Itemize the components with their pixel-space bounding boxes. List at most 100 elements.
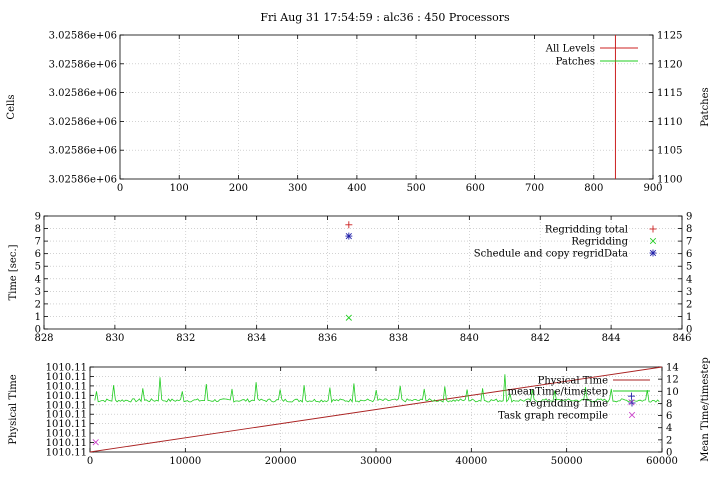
bottom-y2tick-label: 4 (666, 423, 672, 434)
chart-title: Fri Aug 31 17:54:59 : alc36 : 450 Proces… (260, 11, 510, 24)
middle-point-regridding (345, 314, 352, 321)
top-xtick-label: 200 (229, 183, 248, 194)
middle-y2tick-label: 7 (686, 237, 692, 248)
top-ytick-label: 3.02586e+06 (49, 117, 117, 128)
middle-legend-1-label: Regridding (571, 237, 628, 248)
middle-ytick-label: 0 (35, 325, 41, 336)
bottom-legend-physical-time-label: Physical Time (538, 376, 608, 387)
middle-legend-0-label: Regridding total (545, 225, 628, 236)
bottom-ylabel: Physical Time (8, 374, 19, 444)
middle-ytick-label: 6 (35, 249, 41, 260)
top-legend-all-levels-label: All Levels (545, 44, 595, 55)
bottom-ytick-label: 1010.11 (46, 438, 87, 449)
middle-xtick-label: 846 (672, 333, 691, 344)
middle-y2tick-label: 8 (686, 224, 692, 235)
top-ytick-label: 3.02586e+06 (49, 31, 117, 42)
middle-y2tick-label: 2 (686, 299, 692, 310)
middle-xtick-label: 840 (460, 333, 479, 344)
middle-ytick-label: 4 (35, 274, 41, 285)
top-plot-frame (119, 34, 654, 180)
bottom-series-mean-time (94, 374, 660, 404)
top-y2tick-label: 1125 (657, 31, 682, 42)
middle-legend-2-label: Schedule and copy regridData (474, 249, 628, 260)
top-xtick-label: 500 (407, 183, 426, 194)
top-xtick-label: 700 (525, 183, 544, 194)
middle-xtick-label: 828 (34, 333, 53, 344)
middle-xtick-label: 836 (318, 333, 337, 344)
middle-ylabel: Time [sec.] (8, 244, 19, 300)
top-y2tick-label: 1110 (657, 117, 682, 128)
middle-ytick-label: 2 (35, 299, 41, 310)
middle-xtick-label: 842 (531, 333, 550, 344)
bottom-ytick-label: 1010.11 (46, 363, 87, 374)
top-y2tick-label: 1105 (657, 146, 682, 157)
top-xtick-label: 600 (466, 183, 485, 194)
top-xtick-label: 900 (643, 183, 662, 194)
top-y2label: Patches (700, 87, 711, 126)
bottom-xtick-label: 10000 (169, 456, 201, 467)
middle-xtick-label: 830 (105, 333, 124, 344)
bottom-y2tick-label: 14 (666, 363, 679, 374)
middle-point-schedule-and-copy-regriddata (345, 232, 353, 240)
middle-legend-2-sample (649, 249, 657, 257)
bottom-ytick-label: 1010.11 (46, 400, 87, 411)
bottom-ytick-label: 1010.11 (46, 372, 87, 383)
middle-point-regridding-total (345, 221, 353, 229)
middle-xtick-label: 838 (389, 333, 408, 344)
bottom-xtick-label: 0 (87, 456, 93, 467)
middle-ytick-label: 8 (35, 224, 41, 235)
bottom-xtick-label: 60000 (646, 456, 678, 467)
top-ytick-label: 3.02586e+06 (49, 175, 117, 186)
middle-plot-frame (43, 215, 683, 330)
bottom-legend-task-graph-sample (628, 411, 636, 419)
top-ytick-label: 3.02586e+06 (49, 59, 117, 70)
middle-y2tick-label: 4 (686, 274, 692, 285)
bottom-legend-mean-time-label: meanTime/timestep (507, 387, 608, 398)
top-xtick-label: 400 (347, 183, 366, 194)
bottom-legend-regridding-time-sample (628, 399, 636, 407)
middle-ytick-label: 9 (35, 212, 41, 223)
middle-xtick-label: 844 (602, 333, 621, 344)
bottom-xtick-label: 40000 (455, 456, 487, 467)
bottom-y2tick-label: 2 (666, 435, 672, 446)
top-xtick-label: 100 (170, 183, 189, 194)
top-xtick-label: 800 (584, 183, 603, 194)
bottom-xtick-label: 30000 (360, 456, 392, 467)
bottom-ytick-label: 1010.11 (46, 391, 87, 402)
top-xtick-label: 0 (117, 183, 123, 194)
bottom-legend-regridding-time-label: regridding Time (526, 399, 608, 410)
bottom-xtick-label: 50000 (551, 456, 583, 467)
middle-legend-1-sample (649, 237, 657, 245)
bottom-series-physical-time (89, 366, 663, 453)
middle-y2tick-label: 1 (686, 312, 692, 323)
top-y2tick-label: 1120 (657, 59, 682, 70)
top-ylabel: Cells (6, 94, 17, 119)
chart-panels: 0 100 200 300 400 500 600 700 800 9003.02586e+063… (6, 31, 711, 468)
middle-ytick-label: 5 (35, 262, 41, 273)
top-ytick-label: 3.02586e+06 (49, 146, 117, 157)
bottom-y2tick-label: 12 (666, 375, 679, 386)
middle-y2tick-label: 0 (686, 325, 692, 336)
middle-xtick-label: 832 (176, 333, 195, 344)
bottom-point-task-graph-recompile (628, 399, 635, 406)
middle-y2tick-label: 9 (686, 212, 692, 223)
top-y2tick-label: 1100 (657, 175, 682, 186)
bottom-xtick-label: 20000 (265, 456, 297, 467)
middle-ytick-label: 1 (35, 312, 41, 323)
top-ytick-label: 3.02586e+06 (49, 88, 117, 99)
bottom-y2tick-label: 0 (666, 448, 672, 459)
bottom-point-task-graph-recompile (92, 439, 99, 446)
bottom-ytick-label: 1010.11 (46, 448, 87, 459)
bottom-ytick-label: 1010.11 (46, 381, 87, 392)
bottom-y2tick-label: 8 (666, 399, 672, 410)
bottom-y2tick-label: 6 (666, 411, 672, 422)
middle-y2tick-label: 6 (686, 249, 692, 260)
middle-y2tick-label: 3 (686, 287, 692, 298)
top-xtick-label: 300 (288, 183, 307, 194)
bottom-point-regridding-time (627, 392, 635, 400)
middle-y2tick-label: 5 (686, 262, 692, 273)
bottom-y2tick-label: 10 (666, 387, 679, 398)
middle-legend-0-sample (649, 225, 657, 233)
bottom-legend-task-graph-label: Task graph recompile (498, 411, 608, 422)
